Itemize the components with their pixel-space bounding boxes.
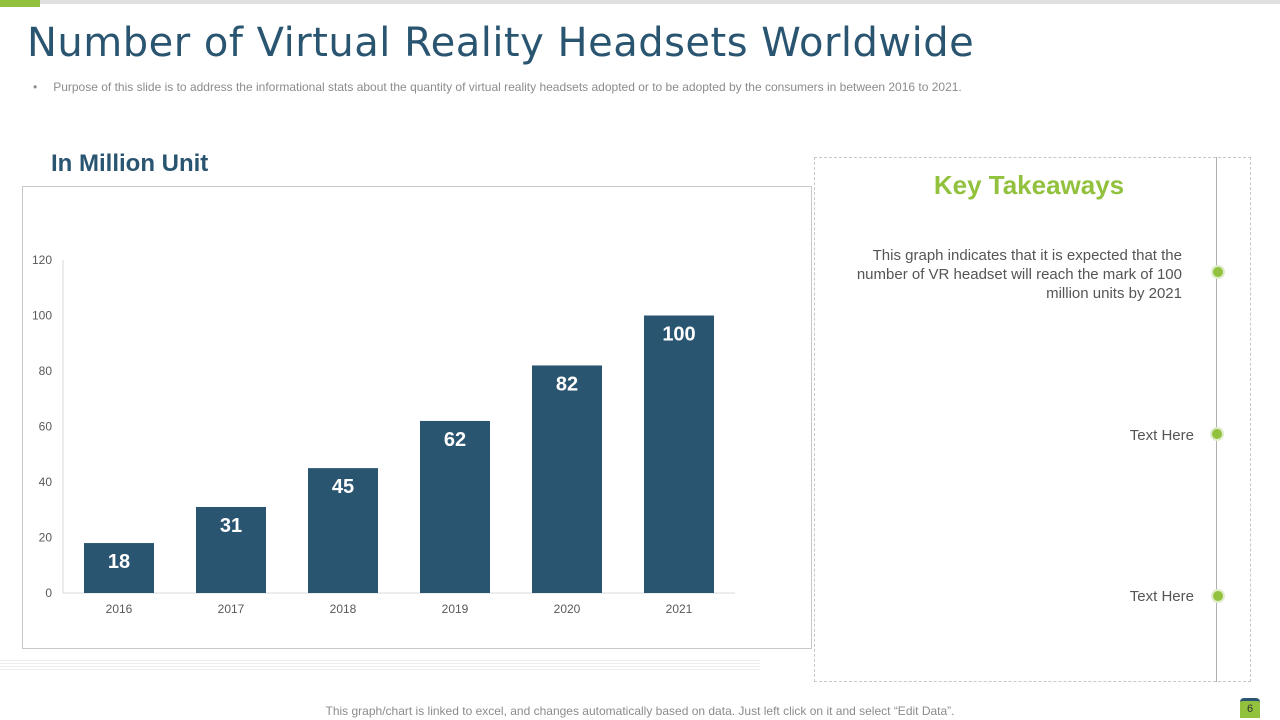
bar-2016[interactable] — [84, 543, 154, 593]
x-tick-label: 2016 — [106, 602, 133, 616]
timeline-dot-icon — [1210, 427, 1224, 441]
footer-note: This graph/chart is linked to excel, and… — [325, 704, 955, 718]
y-tick-label: 80 — [39, 364, 53, 378]
timeline-line — [1216, 157, 1217, 682]
x-tick-label: 2018 — [330, 602, 357, 616]
accent-bar — [0, 0, 40, 7]
key-takeaways-panel — [814, 157, 1251, 682]
y-tick-label: 100 — [32, 309, 52, 323]
x-tick-label: 2017 — [218, 602, 245, 616]
data-label: 62 — [444, 429, 466, 451]
decorative-stripes — [0, 658, 760, 670]
timeline-dot-icon — [1211, 589, 1225, 603]
bar-2019[interactable] — [420, 420, 490, 593]
bar-2021[interactable] — [644, 315, 714, 594]
data-label: 100 — [662, 324, 695, 346]
bar-chart: 0 20 40 60 80 100 120 18 2016 31 2017 45 2018 62 2019 8… — [32, 253, 735, 616]
bar-2020[interactable] — [532, 365, 602, 593]
x-tick-label: 2021 — [666, 602, 693, 616]
subtitle: • Purpose of this slide is to address the… — [33, 80, 962, 94]
key-takeaways-title: Key Takeaways — [933, 170, 1125, 200]
x-tick-label: 2020 — [554, 602, 581, 616]
top-rule — [0, 0, 1280, 4]
bullet: • — [33, 80, 38, 94]
data-label: 45 — [332, 476, 354, 498]
y-tick-label: 20 — [39, 531, 53, 545]
bar-2018[interactable] — [308, 468, 378, 593]
x-tick-label: 2019 — [442, 602, 469, 616]
y-tick-label: 40 — [39, 475, 53, 489]
timeline-dot-icon — [1211, 265, 1225, 279]
page-title: Number of Virtual Reality Headsets World… — [27, 20, 975, 66]
chart-frame[interactable] — [22, 186, 812, 649]
takeaway-text: Text Here — [1129, 427, 1194, 444]
y-tick-label: 0 — [45, 586, 52, 600]
subtitle-text: Purpose of this slide is to address the … — [53, 80, 962, 94]
bar-2017[interactable] — [196, 506, 266, 593]
page-number: 6 — [1240, 698, 1260, 718]
data-label: 31 — [220, 515, 242, 537]
takeaway-text: Text Here — [1129, 588, 1194, 605]
data-label: 82 — [556, 373, 578, 395]
y-tick-label: 120 — [32, 253, 52, 267]
takeaway-text: This graph indicates that it is expected… — [856, 247, 1182, 302]
y-tick-label: 60 — [39, 420, 53, 434]
data-label: 18 — [108, 551, 130, 573]
chart-title: In Million Unit — [51, 150, 209, 177]
